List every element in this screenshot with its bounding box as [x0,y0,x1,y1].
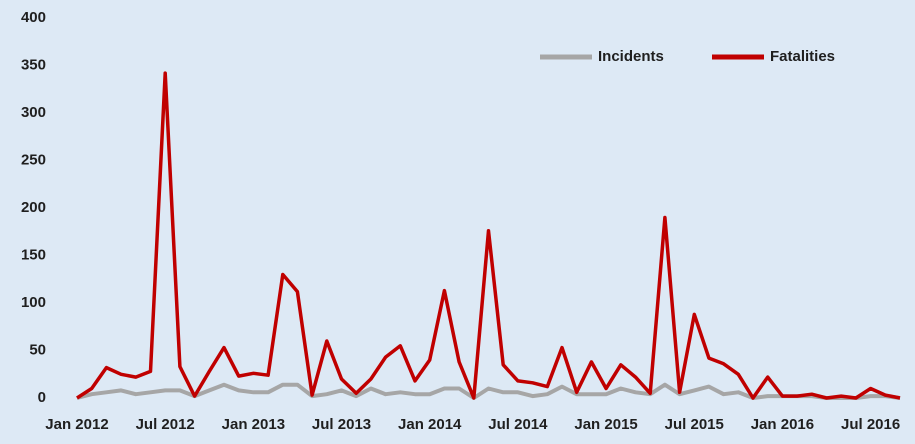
y-tick-label: 400 [21,9,46,26]
x-tick-label: Jan 2016 [751,416,814,433]
y-tick-label: 300 [21,104,46,121]
x-tick-label: Jul 2014 [488,416,548,433]
x-tick-label: Jul 2013 [312,416,371,433]
x-tick-label: Jan 2014 [398,416,462,433]
x-tick-label: Jan 2015 [574,416,637,433]
legend-label: Incidents [598,48,664,65]
x-tick-label: Jan 2012 [45,416,108,433]
line-series [76,382,901,400]
line-series [76,71,901,400]
y-tick-label: 150 [21,246,46,263]
x-tick-label: Jul 2012 [136,416,195,433]
y-tick-label: 200 [21,199,46,216]
x-tick-label: Jul 2016 [841,416,900,433]
legend-label: Fatalities [770,48,835,65]
x-tick-label: Jan 2013 [222,416,285,433]
y-tick-label: 0 [38,389,46,406]
y-tick-label: 50 [29,341,46,358]
x-tick-label: Jul 2015 [665,416,724,433]
y-tick-label: 250 [21,151,46,168]
y-tick-label: 350 [21,56,46,73]
y-tick-label: 100 [21,294,46,311]
